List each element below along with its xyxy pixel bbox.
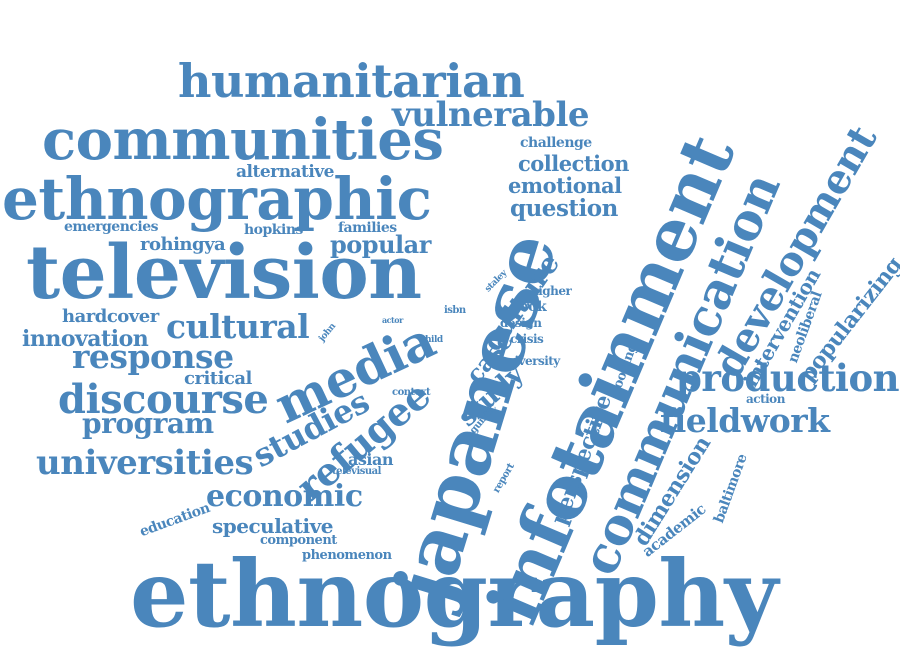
- word-staley: john: [317, 321, 338, 344]
- word-unicef: book: [510, 299, 547, 315]
- word-humanitarian: humanitarian: [178, 54, 525, 108]
- word-families: families: [338, 220, 397, 236]
- word-vulnerable: vulnerable: [392, 95, 590, 135]
- word-rohingya: rohingya: [140, 234, 226, 255]
- word-challenge: action: [746, 392, 785, 406]
- word-hopkins: hopkins: [244, 222, 303, 238]
- word-popular: popular: [330, 230, 431, 259]
- word-cultural: cultural: [166, 307, 310, 346]
- word-education: education: [137, 499, 212, 541]
- word-asian: asian: [348, 450, 393, 469]
- word-universities: universities: [36, 443, 254, 483]
- word-discourse: discourse: [58, 376, 269, 423]
- word-television: television: [26, 230, 422, 316]
- word-critical: critical: [184, 368, 252, 389]
- word-collection: collection: [518, 151, 629, 176]
- word-actor: actor: [382, 315, 403, 325]
- word-question: question: [510, 195, 618, 222]
- word-communities: communities: [42, 107, 444, 173]
- word-televisual: televisual: [332, 466, 381, 477]
- word-ethnography: ethnography: [130, 540, 778, 648]
- word-phenomenon: phenomenon: [302, 548, 392, 563]
- word-program: program: [82, 407, 214, 440]
- word-innovation: innovation: [22, 326, 149, 352]
- word-action: context: [392, 387, 431, 398]
- word-speculative: speculative: [212, 514, 333, 538]
- word-design: crisis: [510, 332, 544, 346]
- word-child-john: child: [420, 335, 443, 345]
- word-ethnographic: ethnographic: [2, 165, 432, 233]
- word-crisis: university: [498, 354, 560, 368]
- word-fieldwork: fieldwork: [660, 401, 830, 440]
- word-alternative: alternative: [236, 162, 334, 182]
- word-book: design: [500, 316, 542, 330]
- word-higher: higher: [530, 284, 572, 298]
- word-baltimore: baltimore: [711, 452, 751, 526]
- word-component: component: [260, 533, 337, 548]
- word-looking: challenge: [520, 135, 592, 151]
- word-hardcover: hardcover: [62, 306, 159, 327]
- word-isbn: isbn: [444, 305, 466, 316]
- word-response: response: [72, 337, 234, 376]
- word-production: production: [676, 356, 900, 400]
- word-economic: economic: [206, 479, 363, 514]
- word-emotional: emotional: [508, 173, 622, 198]
- word-emergencies: emergencies: [64, 219, 159, 235]
